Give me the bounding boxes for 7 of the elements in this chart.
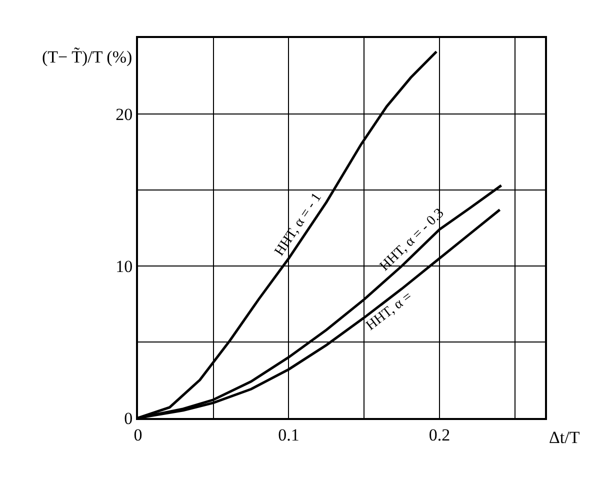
- x-axis-title: Δt/T: [549, 428, 580, 447]
- y-tick-label: 20: [116, 104, 133, 124]
- x-tick-label: 0.2: [428, 425, 450, 444]
- y-tick-label: 0: [124, 408, 133, 428]
- x-tick-label: 0.1: [278, 425, 300, 444]
- y-axis-title: (T− T̃)/T (%): [42, 47, 132, 66]
- y-tick-label: 10: [116, 256, 133, 276]
